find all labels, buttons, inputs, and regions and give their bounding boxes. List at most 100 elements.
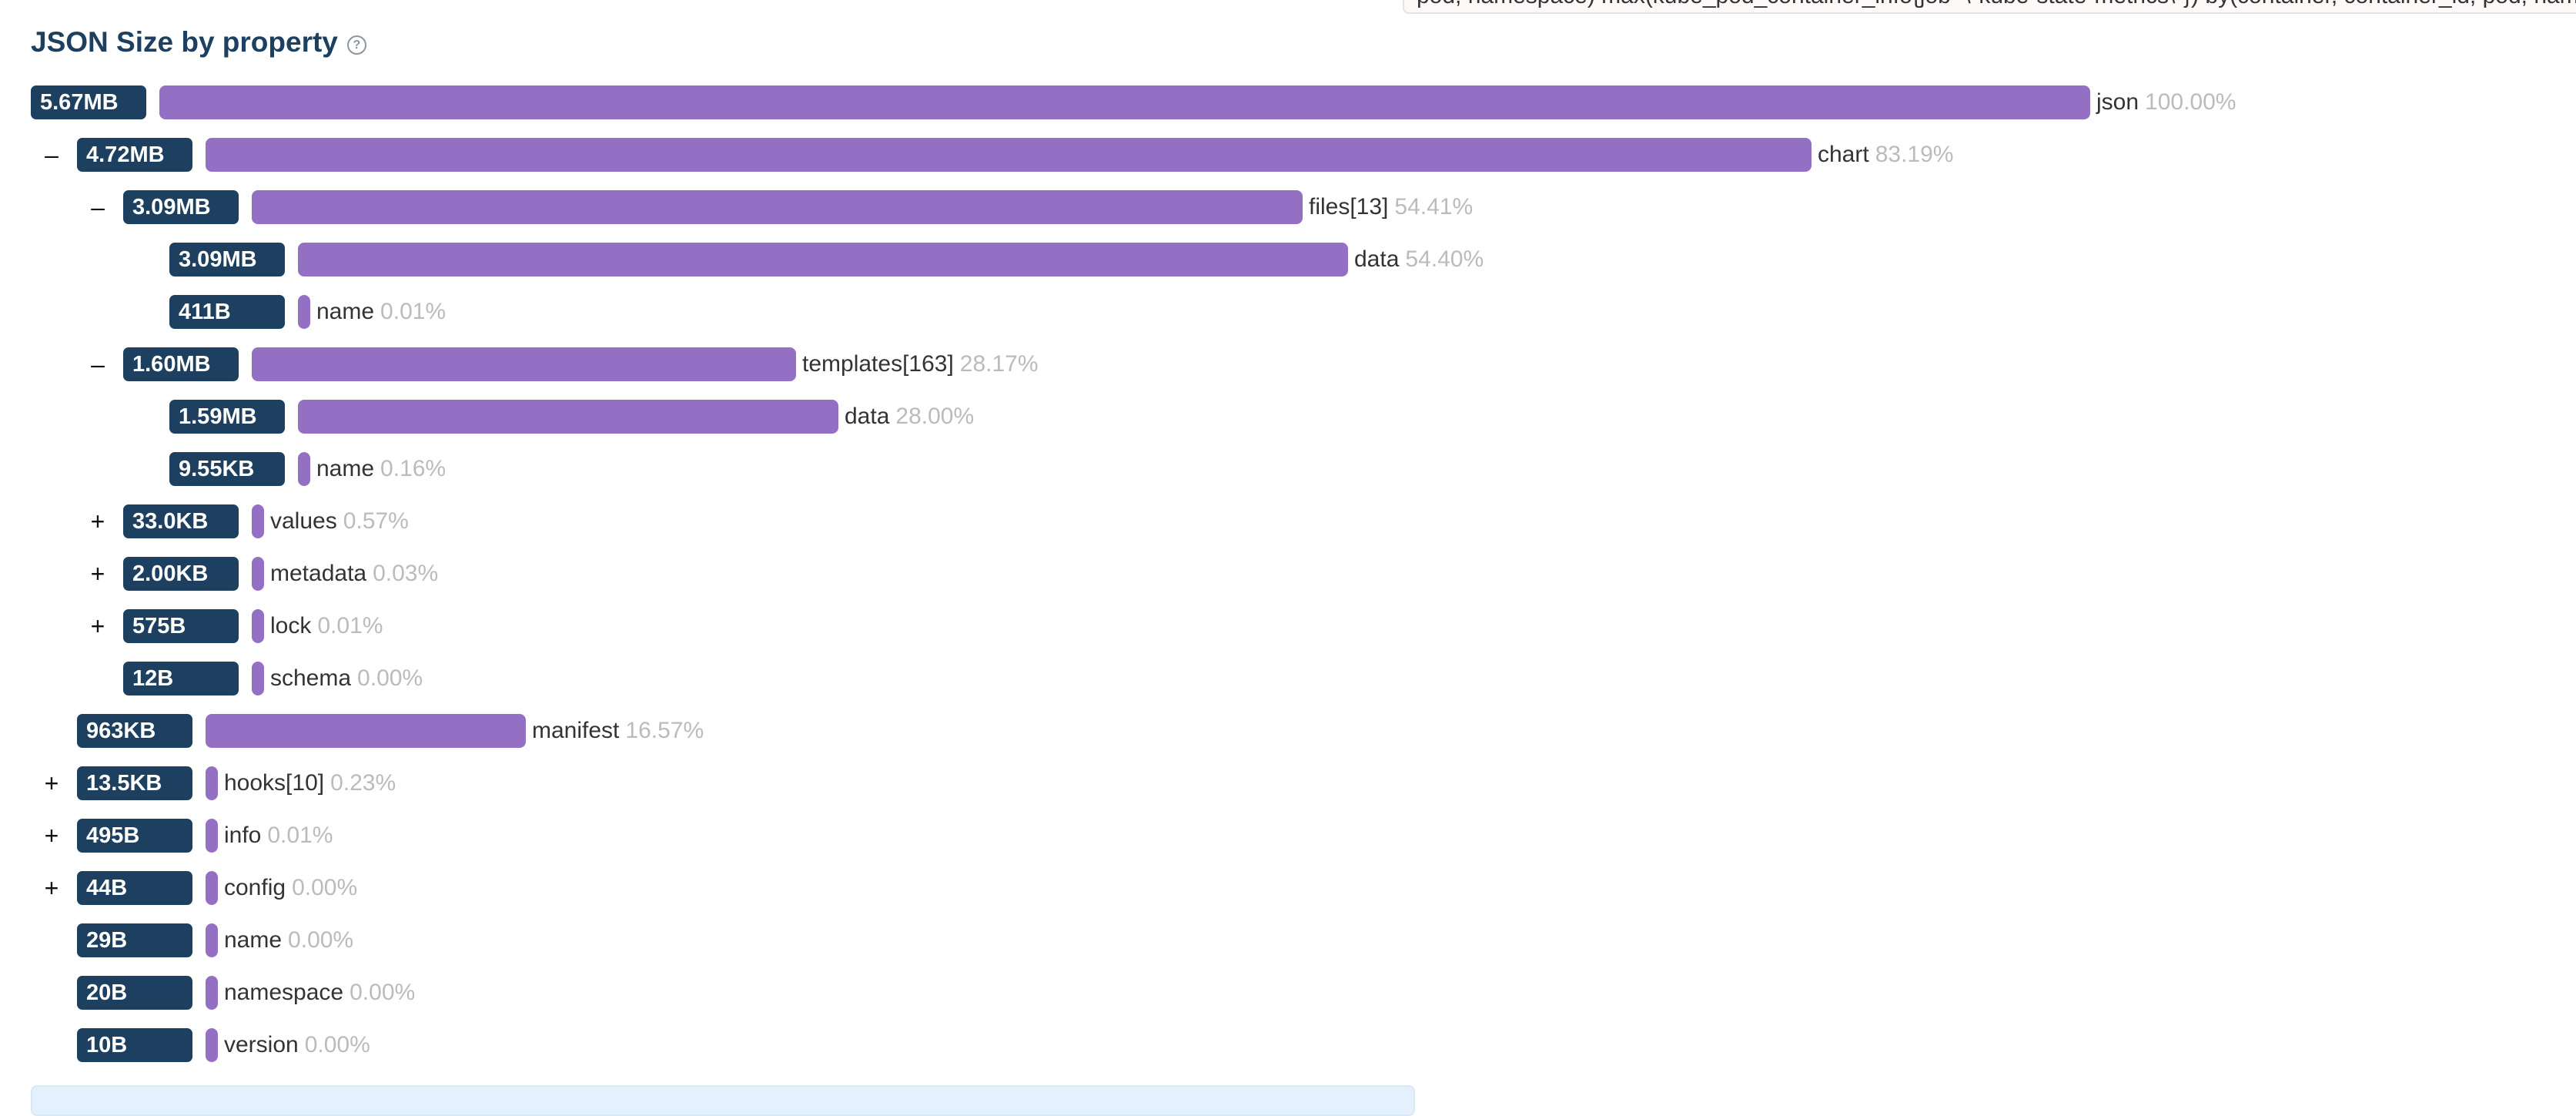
- panel-title: JSON Size by property ?: [31, 25, 366, 59]
- property-name: name: [316, 299, 375, 324]
- property-label: config 0.00%: [224, 871, 357, 905]
- property-percent: 100.00%: [2145, 89, 2236, 115]
- property-percent: 0.01%: [317, 613, 383, 638]
- tree-row: 29B name 0.00%: [0, 923, 2576, 957]
- size-bar: [252, 557, 264, 591]
- property-label: lock 0.01%: [270, 609, 383, 643]
- property-label: name 0.16%: [316, 452, 446, 486]
- tree-row: +495B info 0.01%: [0, 819, 2576, 853]
- property-percent: 83.19%: [1875, 142, 1954, 167]
- tree-row: 3.09MB data 54.40%: [0, 243, 2576, 276]
- property-label: json 100.00%: [2096, 85, 2236, 119]
- collapse-icon[interactable]: –: [91, 350, 105, 378]
- property-percent: 28.00%: [895, 404, 975, 429]
- size-badge: 495B: [77, 819, 192, 853]
- property-percent: 0.00%: [292, 875, 358, 900]
- property-name: templates[163]: [802, 351, 954, 377]
- expand-icon[interactable]: +: [44, 874, 59, 902]
- expand-icon[interactable]: +: [90, 560, 105, 588]
- query-tooltip: pod, namespace) max(kube_pod_container_i…: [1403, 0, 2576, 14]
- property-percent: 0.00%: [288, 927, 354, 953]
- size-badge: 12B: [123, 662, 239, 695]
- size-bar: [206, 871, 218, 905]
- property-name: name: [224, 927, 283, 953]
- size-badge: 4.72MB: [77, 138, 192, 172]
- size-bar: [252, 504, 264, 538]
- tree-row: –1.60MB templates[163] 28.17%: [0, 347, 2576, 381]
- property-name: version: [224, 1032, 299, 1057]
- tree-row: –3.09MB files[13] 54.41%: [0, 190, 2576, 224]
- size-badge: 9.55KB: [169, 452, 285, 486]
- property-name: data: [845, 404, 890, 429]
- collapse-icon[interactable]: –: [91, 193, 105, 221]
- size-badge: 1.60MB: [123, 347, 239, 381]
- size-badge: 575B: [123, 609, 239, 643]
- query-text: pod, namespace) max(kube_pod_container_i…: [1417, 0, 2576, 8]
- expand-icon[interactable]: +: [44, 769, 59, 797]
- size-badge: 5.67MB: [31, 85, 146, 119]
- size-badge: 3.09MB: [123, 190, 239, 224]
- tree-row: +13.5KB hooks[10] 0.23%: [0, 766, 2576, 800]
- property-label: manifest 16.57%: [532, 714, 704, 748]
- property-name: lock: [270, 613, 312, 638]
- property-name: metadata: [270, 561, 367, 586]
- property-name: json: [2096, 89, 2139, 115]
- tree-row: 5.67MB json 100.00%: [0, 85, 2576, 119]
- size-badge: 411B: [169, 295, 285, 329]
- size-bar: [206, 714, 526, 748]
- tree-row: 963KB manifest 16.57%: [0, 714, 2576, 748]
- question-circle-icon[interactable]: ?: [346, 35, 366, 55]
- property-label: info 0.01%: [224, 819, 333, 853]
- property-percent: 28.17%: [959, 351, 1039, 377]
- size-badge: 13.5KB: [77, 766, 192, 800]
- property-label: files[13] 54.41%: [1309, 190, 1473, 224]
- property-label: templates[163] 28.17%: [802, 347, 1039, 381]
- property-label: data 28.00%: [845, 400, 974, 434]
- size-badge: 20B: [77, 976, 192, 1010]
- property-name: name: [316, 456, 375, 481]
- size-badge: 1.59MB: [169, 400, 285, 434]
- property-percent: 0.00%: [350, 980, 416, 1005]
- size-bar: [298, 452, 310, 486]
- expand-icon[interactable]: +: [90, 508, 105, 535]
- property-name: data: [1354, 246, 1400, 272]
- property-label: metadata 0.03%: [270, 557, 438, 591]
- property-label: name 0.01%: [316, 295, 446, 329]
- size-badge: 33.0KB: [123, 504, 239, 538]
- tree-row: –4.72MB chart 83.19%: [0, 138, 2576, 172]
- property-percent: 0.00%: [304, 1032, 370, 1057]
- property-name: namespace: [224, 980, 344, 1005]
- property-label: schema 0.00%: [270, 662, 423, 695]
- property-label: namespace 0.00%: [224, 976, 415, 1010]
- tree-row: 9.55KB name 0.16%: [0, 452, 2576, 486]
- size-bar: [206, 138, 1812, 172]
- property-label: hooks[10] 0.23%: [224, 766, 396, 800]
- size-bar: [206, 1028, 218, 1062]
- size-bar: [159, 85, 2090, 119]
- size-bar: [252, 190, 1303, 224]
- expand-icon[interactable]: +: [44, 822, 59, 850]
- property-percent: 0.23%: [330, 770, 396, 796]
- collapse-icon[interactable]: –: [45, 141, 59, 169]
- property-percent: 54.41%: [1394, 194, 1474, 220]
- size-bar: [298, 295, 310, 329]
- property-percent: 0.01%: [267, 823, 333, 848]
- property-label: version 0.00%: [224, 1028, 370, 1062]
- property-label: data 54.40%: [1354, 243, 1484, 276]
- property-percent: 0.00%: [357, 665, 423, 691]
- size-bar: [252, 609, 264, 643]
- property-percent: 0.03%: [373, 561, 439, 586]
- property-percent: 0.16%: [380, 456, 447, 481]
- property-percent: 54.40%: [1405, 246, 1484, 272]
- property-name: chart: [1818, 142, 1869, 167]
- property-percent: 0.57%: [343, 508, 409, 534]
- size-bar: [298, 400, 838, 434]
- property-name: config: [224, 875, 286, 900]
- property-name: schema: [270, 665, 352, 691]
- size-badge: 3.09MB: [169, 243, 285, 276]
- panel-title-text: JSON Size by property: [31, 26, 338, 58]
- size-badge: 29B: [77, 923, 192, 957]
- expand-icon[interactable]: +: [90, 612, 105, 640]
- property-name: hooks[10]: [224, 770, 325, 796]
- tree-row: +44B config 0.00%: [0, 871, 2576, 905]
